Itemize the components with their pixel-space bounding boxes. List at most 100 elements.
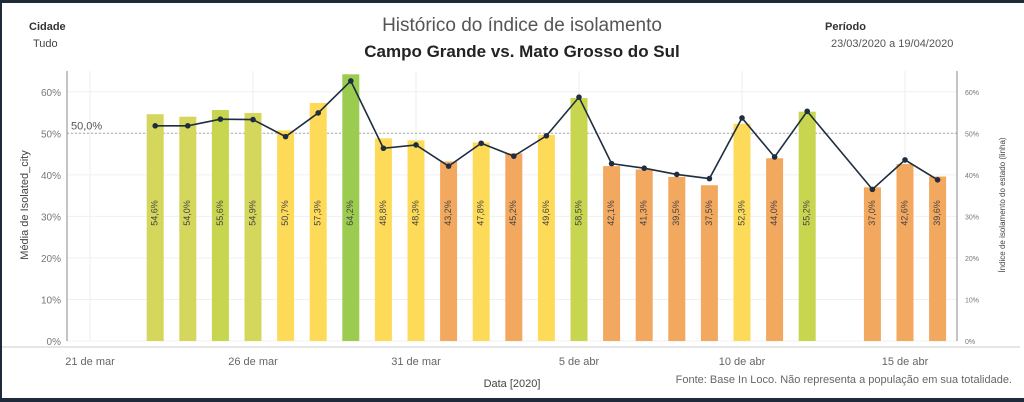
bar-value-label: 47,8% bbox=[476, 200, 486, 226]
bar bbox=[733, 123, 751, 341]
y-tick-label: 40% bbox=[41, 171, 61, 182]
x-tick-label: 10 de abr bbox=[719, 356, 766, 368]
bar-value-label: 57,3% bbox=[313, 200, 323, 226]
y2-tick-label: 10% bbox=[965, 297, 979, 304]
bar-value-label: 37,0% bbox=[867, 200, 877, 226]
state-line-point bbox=[348, 78, 354, 84]
bar bbox=[635, 169, 653, 341]
bar-value-label: 42,1% bbox=[606, 200, 616, 226]
bar-value-label: 48,8% bbox=[378, 200, 388, 226]
bar-value-label: 49,6% bbox=[541, 200, 551, 226]
bar bbox=[342, 74, 360, 342]
bar bbox=[374, 138, 392, 341]
state-line-point bbox=[902, 157, 908, 163]
bars: 54,6% 54,0% 55,6% 54,9% 50,7% 57,3% 64,2% 48,8%… bbox=[146, 74, 947, 342]
bar bbox=[700, 185, 718, 341]
y-tick-label: 60% bbox=[41, 88, 61, 99]
state-line-point bbox=[674, 171, 680, 178]
bar bbox=[244, 112, 262, 341]
chart-title: Histórico do índice de isolamento bbox=[382, 15, 662, 36]
period-filter-value[interactable]: 23/03/2020 a 19/04/2020 bbox=[831, 38, 954, 50]
y-tick-label: 0% bbox=[47, 337, 62, 348]
city-filter-value[interactable]: Tudo bbox=[33, 38, 58, 50]
x-tick-label: 5 de abr bbox=[559, 356, 600, 368]
y2-tick-label: 30% bbox=[965, 214, 979, 221]
bar-value-label: 39,5% bbox=[671, 200, 681, 226]
bar-value-label: 55,6% bbox=[215, 200, 225, 226]
bar-value-label: 42,6% bbox=[899, 200, 909, 226]
state-line-point bbox=[511, 153, 517, 159]
bar bbox=[537, 134, 555, 341]
y-tick-label: 10% bbox=[41, 295, 61, 306]
bar-value-label: 54,0% bbox=[182, 200, 192, 226]
bar-value-label: 55,2% bbox=[802, 200, 812, 226]
state-line-point bbox=[250, 116, 256, 123]
x-tick-label: 31 de mar bbox=[391, 356, 441, 368]
bar-value-label: 41,3% bbox=[639, 200, 649, 226]
state-line-point bbox=[445, 163, 452, 169]
state-line-point bbox=[185, 123, 191, 129]
x-tick-label: 21 de mar bbox=[65, 356, 115, 368]
isolation-chart: 50,0% 54,6% 54,0% 55,6% 54,9% 50,7% 57,3% 64,2… bbox=[2, 71, 1020, 390]
dashboard-header: Cidade Tudo Histórico do índice de isola… bbox=[2, 3, 1024, 69]
bar-value-label: 45,2% bbox=[508, 200, 518, 226]
state-line-point bbox=[543, 133, 550, 139]
x-tick-label: 26 de mar bbox=[228, 356, 278, 368]
bar-value-label: 58,5% bbox=[573, 200, 583, 226]
state-line-point bbox=[804, 108, 810, 115]
state-line-point bbox=[380, 145, 387, 152]
y-tick-label: 20% bbox=[41, 254, 61, 265]
bar bbox=[211, 110, 229, 341]
state-line-point bbox=[315, 110, 322, 116]
bar-value-label: 48,3% bbox=[410, 200, 420, 226]
bar-value-label: 50,7% bbox=[280, 200, 290, 226]
bar bbox=[146, 114, 164, 341]
state-line-point bbox=[608, 160, 615, 167]
state-line-point bbox=[641, 165, 647, 171]
bar bbox=[896, 164, 914, 341]
period-filter-label: Período bbox=[825, 21, 866, 33]
city-filter-label: Cidade bbox=[29, 21, 66, 33]
chart-subtitle: Campo Grande vs. Mato Grosso do Sul bbox=[364, 42, 680, 61]
state-line-point bbox=[576, 94, 582, 100]
y2-tick-label: 20% bbox=[965, 256, 979, 263]
bar bbox=[798, 111, 816, 341]
state-line-point bbox=[739, 115, 745, 121]
bar bbox=[440, 161, 458, 341]
source-note: Fonte: Base In Loco. Não representa a po… bbox=[675, 374, 1012, 386]
bar bbox=[472, 142, 490, 341]
state-line-point bbox=[217, 116, 224, 122]
bar bbox=[179, 116, 197, 341]
bar-value-label: 54,6% bbox=[150, 200, 160, 226]
bar-value-label: 43,2% bbox=[443, 200, 453, 226]
x-axis-title: Data [2020] bbox=[484, 378, 541, 390]
bar bbox=[505, 153, 523, 341]
axes: 0% 0% 10% 10% 20% 20% 30% 30% 40% 40% 50% 50% 60% 60%… bbox=[2, 71, 1020, 368]
bar bbox=[668, 176, 686, 341]
y-tick-label: 50% bbox=[41, 129, 61, 140]
state-line-point bbox=[282, 133, 289, 140]
state-line-point bbox=[152, 123, 158, 129]
bar bbox=[277, 130, 295, 341]
state-line-path bbox=[155, 79, 939, 191]
y2-tick-label: 40% bbox=[965, 173, 979, 180]
x-tick-label: 15 de abr bbox=[882, 356, 929, 368]
y2-tick-label: 50% bbox=[965, 131, 979, 138]
bar bbox=[863, 187, 881, 341]
bar-value-label: 39,6% bbox=[932, 200, 942, 226]
state-line bbox=[152, 78, 941, 193]
bar bbox=[570, 98, 588, 341]
bar bbox=[309, 102, 327, 341]
bar-value-label: 37,5% bbox=[704, 200, 714, 226]
bar-value-label: 64,2% bbox=[345, 200, 355, 226]
y2-axis-title: Índice de isolamento do estado (linha) bbox=[998, 137, 1007, 273]
state-line-point bbox=[413, 142, 419, 148]
bar-value-label: 54,9% bbox=[247, 200, 257, 226]
state-line-point bbox=[478, 140, 485, 147]
bar bbox=[929, 176, 947, 341]
y-tick-label: 30% bbox=[41, 212, 61, 223]
state-line-point bbox=[869, 186, 876, 193]
reference-line-label: 50,0% bbox=[71, 120, 102, 132]
state-line-point bbox=[771, 154, 778, 160]
